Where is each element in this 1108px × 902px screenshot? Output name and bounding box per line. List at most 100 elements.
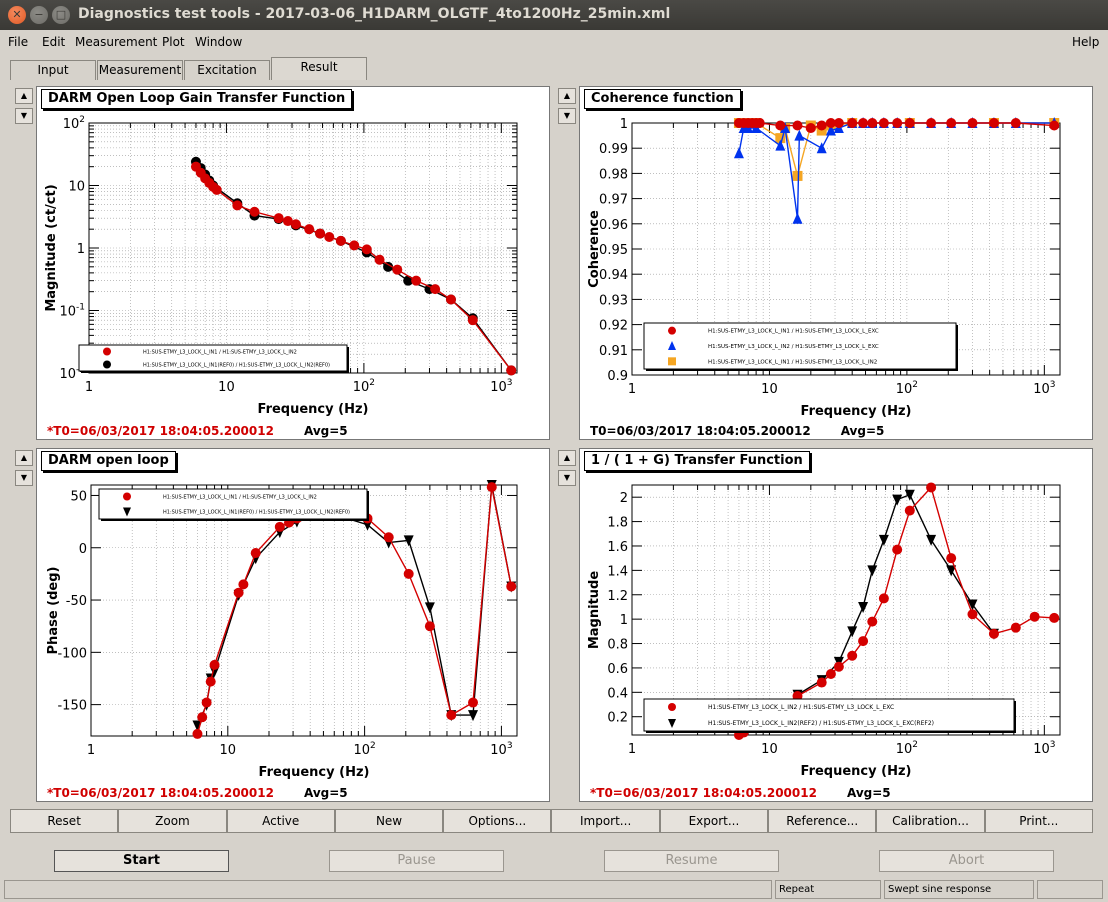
pause-button[interactable]: Pause [329, 850, 504, 872]
data-point [273, 213, 284, 224]
x-tick-label: 102 [353, 378, 375, 395]
series-line [195, 161, 512, 371]
menu-plot[interactable]: Plot [162, 35, 185, 49]
data-point [1010, 118, 1021, 128]
start-button[interactable]: Start [54, 850, 229, 872]
x-tick-label: 10 [218, 380, 235, 395]
grid [90, 485, 517, 736]
tab-result[interactable]: Result [271, 57, 367, 80]
legend-entry: H1:SUS-ETMY_L3_LOCK_L_IN2 / H1:SUS-ETMY_… [708, 704, 894, 711]
data-point [892, 544, 903, 555]
minimize-window-button[interactable]: − [30, 6, 48, 24]
y-tick-label: 0.99 [599, 142, 628, 157]
legend: H1:SUS-ETMY_L3_LOCK_L_IN1 / H1:SUS-ETMY_… [78, 344, 349, 373]
avg-label: Avg=5 [303, 424, 348, 438]
status-message [4, 880, 772, 899]
y-tick-label: 1.2 [607, 589, 628, 604]
scroll-down-icon[interactable]: ▼ [558, 108, 576, 124]
data-point [878, 118, 889, 128]
menubar: File Edit Measurement Plot Window Help [0, 31, 1108, 53]
new-button[interactable]: New [334, 809, 444, 833]
data-point [892, 118, 903, 128]
tab-bar: Input Measurement Excitation Result [0, 56, 1108, 80]
resume-button[interactable]: Resume [604, 850, 779, 872]
y-tick-label: 0.97 [599, 193, 628, 208]
data-point [816, 142, 827, 154]
data-point [833, 661, 844, 672]
print-button[interactable]: Print... [984, 809, 1093, 833]
series-line [196, 486, 512, 735]
x-tick-label: 1 [85, 380, 93, 395]
status-bar: Repeat Swept sine response [0, 880, 1108, 902]
x-tick-label: 1 [87, 743, 95, 758]
scroll-up-icon[interactable]: ▲ [558, 88, 576, 104]
x-tick-label: 1 [628, 382, 636, 397]
t0-label: T0=06/03/2017 18:04:05.200012 [590, 424, 811, 438]
import-button[interactable]: Import... [551, 809, 660, 833]
maximize-window-button[interactable]: □ [52, 6, 70, 24]
data-point [878, 593, 889, 604]
menu-measurement[interactable]: Measurement [75, 35, 158, 49]
x-tick-label: 103 [1033, 380, 1055, 397]
t0-label: *T0=06/03/2017 18:04:05.200012 [47, 786, 274, 800]
scroll-down-icon[interactable]: ▼ [15, 108, 33, 124]
data-point [1049, 120, 1060, 131]
data-point [446, 710, 457, 721]
tab-input[interactable]: Input [10, 60, 96, 80]
scroll-up-icon[interactable]: ▲ [558, 450, 576, 466]
data-point [668, 703, 676, 711]
data-point [315, 228, 326, 239]
y-tick-label: -150 [57, 699, 87, 714]
legend: H1:SUS-ETMY_L3_LOCK_L_IN2 / H1:SUS-ETMY_… [643, 698, 1016, 733]
active-button[interactable]: Active [226, 809, 335, 833]
data-point [668, 357, 676, 366]
window-titlebar: ✕ − □ Diagnostics test tools - 2017-03-0… [0, 0, 1108, 30]
abort-button[interactable]: Abort [879, 850, 1054, 872]
y-tick-label: 1.8 [607, 516, 628, 531]
x-tick-label: 10 [761, 742, 778, 757]
calibration-button[interactable]: Calibration... [876, 809, 985, 833]
data-point [467, 315, 478, 326]
legend-entry: H1:SUS-ETMY_L3_LOCK_L_IN1 / H1:SUS-ETMY_… [708, 329, 879, 335]
tab-excitation[interactable]: Excitation [184, 60, 270, 80]
y-tick-label: 0.4 [607, 686, 628, 701]
data-point [926, 534, 937, 546]
x-tick-label: 102 [896, 380, 918, 397]
options-button[interactable]: Options... [443, 809, 552, 833]
series-line [738, 122, 1055, 219]
data-point [506, 581, 517, 592]
reset-button[interactable]: Reset [10, 809, 119, 833]
plot-panel-open-loop-phase[interactable]: 1 10 102 103 -150 -100 -50 0 50 Frequency (Hz) Pha… [36, 448, 550, 802]
data-point [967, 599, 978, 611]
menu-file[interactable]: File [8, 35, 29, 49]
data-point [123, 507, 131, 517]
data-point [904, 118, 915, 128]
scroll-up-icon[interactable]: ▲ [15, 88, 33, 104]
plot-panel-coherence[interactable]: 1 10 102 103 0.9 0.91 0.92 0.93 0.94 0.95 0.96 0.97… [579, 86, 1093, 440]
data-point [324, 231, 335, 242]
export-button[interactable]: Export... [659, 809, 769, 833]
scroll-down-icon[interactable]: ▼ [558, 470, 576, 486]
y-axis-label: Magnitude (ct/ct) [44, 184, 59, 311]
data-point [733, 147, 744, 159]
x-tick-label: 1 [628, 742, 636, 757]
scroll-up-icon[interactable]: ▲ [15, 450, 33, 466]
reference-button[interactable]: Reference... [768, 809, 877, 833]
panel-title: Coherence function [584, 89, 741, 109]
scroll-down-icon[interactable]: ▼ [15, 470, 33, 486]
window-title: Diagnostics test tools - 2017-03-06_H1DA… [78, 6, 671, 22]
data-point [274, 521, 285, 532]
zoom-button[interactable]: Zoom [118, 809, 227, 833]
y-tick-label: 2 [620, 491, 628, 506]
data-point [847, 650, 858, 661]
tab-measurement[interactable]: Measurement [97, 60, 183, 80]
menu-edit[interactable]: Edit [42, 35, 66, 49]
legend-entry: H1:SUS-ETMY_L3_LOCK_L_IN1 / H1:SUS-ETMY_… [163, 495, 317, 501]
menu-help[interactable]: Help [1072, 35, 1100, 49]
close-window-button[interactable]: ✕ [8, 6, 26, 24]
x-tick-label: 103 [490, 741, 512, 758]
y-tick-label: 0 [79, 542, 87, 557]
menu-window[interactable]: Window [195, 35, 243, 49]
plot-panel-closed-loop[interactable]: 1 10 102 103 0.2 0.4 0.6 0.8 1 1.2 1.4 1.6 1.8 2 Frequ… [579, 448, 1093, 802]
